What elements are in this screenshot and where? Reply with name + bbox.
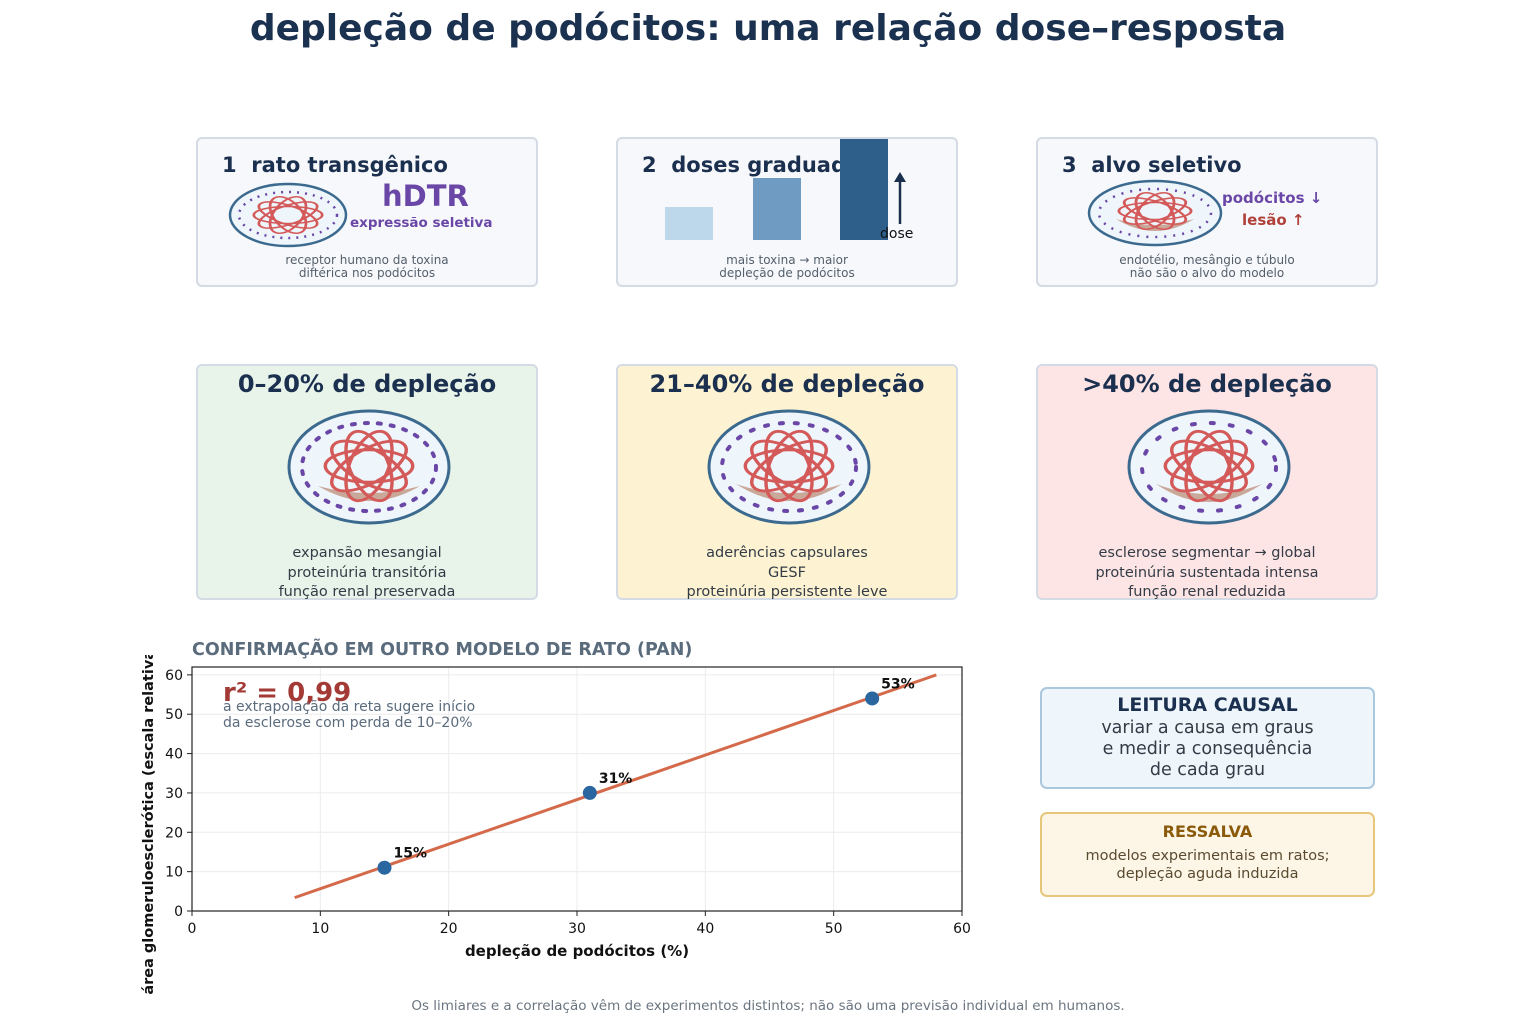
page-title: depleção de podócitos: uma relação dose–… bbox=[249, 8, 1287, 49]
glomerulus-injured-icon bbox=[1087, 179, 1223, 247]
injury-up-label: lesão ↑ bbox=[1242, 211, 1305, 229]
caption-line: depleção de podócitos bbox=[719, 266, 855, 280]
footnote: Os limiares e a correlação vêm de experi… bbox=[411, 998, 1125, 1014]
effect-line: proteinúria transitória bbox=[287, 564, 447, 581]
effect-line: função renal reduzida bbox=[1128, 584, 1286, 600]
effect-line: aderências capsulares bbox=[706, 545, 868, 561]
step-card-selective-target: 3 alvo seletivo podócitos ↓ lesão ↑ endo… bbox=[1036, 137, 1378, 287]
stage-card-mild: 0–20% de depleção expansão mesangial pro… bbox=[196, 364, 538, 600]
y-tick-label: 10 bbox=[165, 865, 183, 881]
y-tick-label: 20 bbox=[165, 825, 183, 841]
step-number: 1 bbox=[222, 153, 237, 177]
x-tick-label: 0 bbox=[188, 921, 197, 937]
x-tick-label: 30 bbox=[568, 921, 586, 937]
data-point bbox=[865, 691, 880, 706]
caption-line: diftérica nos podócitos bbox=[298, 266, 436, 280]
glomerulus-icon bbox=[228, 182, 348, 248]
dose-bar-high bbox=[840, 139, 888, 240]
x-tick-label: 50 bbox=[825, 921, 843, 937]
x-tick-label: 60 bbox=[953, 921, 971, 937]
stage-card-severe: >40% de depleção esclerose segmentar → g… bbox=[1036, 364, 1378, 600]
x-tick-label: 10 bbox=[311, 921, 329, 937]
effect-line: proteinúria sustentada intensa bbox=[1095, 564, 1319, 581]
podocytes-down-label: podócitos ↓ bbox=[1222, 189, 1323, 207]
data-label: 15% bbox=[394, 846, 428, 862]
causal-heading: LEITURA CAUSAL bbox=[1117, 694, 1298, 716]
fit-line bbox=[294, 673, 937, 900]
caveat-line: depleção aguda induzida bbox=[1116, 866, 1299, 882]
causal-line: e medir a consequência bbox=[1102, 739, 1313, 759]
data-point bbox=[377, 860, 392, 875]
annotation-line: a extrapolação da reta sugere início bbox=[223, 699, 475, 715]
annotation-line: da esclerose com perda de 10–20% bbox=[223, 715, 473, 731]
step-title: alvo seletivo bbox=[1091, 153, 1242, 177]
data-label: 31% bbox=[599, 771, 633, 787]
caveat-heading: RESSALVA bbox=[1162, 822, 1253, 841]
data-point bbox=[582, 785, 597, 800]
step-title: rato transgênico bbox=[251, 153, 448, 177]
effect-line: função renal preservada bbox=[278, 584, 456, 600]
stage-heading: 0–20% de depleção bbox=[237, 370, 497, 398]
scatter-chart: 0 10 20 30 40 50 60 0 10 20 30 40 50 60 depleção de po… bbox=[141, 655, 971, 995]
step-card-transgenic-rat: 1 rato transgênico hDTR expressão seleti… bbox=[196, 137, 538, 287]
stage-heading: 21–40% de depleção bbox=[649, 370, 925, 398]
dose-bar-mid bbox=[753, 178, 801, 240]
caption-line: receptor humano da toxina bbox=[285, 253, 449, 267]
causal-line: variar a causa em graus bbox=[1101, 718, 1314, 738]
hdtr-sublabel: expressão seletiva bbox=[350, 215, 493, 231]
data-label: 53% bbox=[881, 676, 915, 692]
stage-effects: expansão mesangial proteinúria transitór… bbox=[198, 544, 536, 603]
y-tick-label: 60 bbox=[165, 668, 183, 684]
y-tick-label: 0 bbox=[174, 904, 183, 920]
stage-effects: esclerose segmentar → global proteinúria… bbox=[1038, 544, 1376, 603]
x-tick-label: 20 bbox=[440, 921, 458, 937]
stage-heading: >40% de depleção bbox=[1082, 370, 1332, 398]
r-squared-label: r² = 0,99 bbox=[223, 678, 351, 708]
step-heading: 2 doses graduadas bbox=[642, 153, 873, 177]
step-number: 2 bbox=[642, 153, 657, 177]
effect-line: GESF bbox=[768, 564, 806, 581]
y-tick-label: 40 bbox=[165, 747, 183, 763]
x-tick-label: 40 bbox=[696, 921, 714, 937]
caveat-box: RESSALVA modelos experimentais em ratos;… bbox=[1040, 812, 1375, 897]
glomerulus-icon bbox=[707, 409, 871, 525]
caption-line: não são o alvo do modelo bbox=[1129, 266, 1285, 280]
step-caption: receptor humano da toxina diftérica nos … bbox=[198, 254, 536, 280]
dose-arrow-icon bbox=[894, 172, 906, 224]
step-number: 3 bbox=[1062, 153, 1077, 177]
y-tick-label: 30 bbox=[165, 786, 183, 802]
glomerulus-icon bbox=[287, 409, 451, 525]
causal-reading-box: LEITURA CAUSAL variar a causa em graus e… bbox=[1040, 687, 1375, 789]
hdtr-label: hDTR bbox=[382, 179, 469, 213]
y-axis-label: área glomeruloesclerótica (escala relati… bbox=[141, 655, 157, 995]
dose-bar-low bbox=[665, 207, 713, 240]
x-axis-label: depleção de podócitos (%) bbox=[465, 942, 689, 960]
caption-line: mais toxina → maior bbox=[726, 253, 848, 267]
step-caption: mais toxina → maior depleção de podócito… bbox=[618, 254, 956, 280]
caption-line: endotélio, mesângio e túbulo bbox=[1119, 253, 1295, 267]
step-title: doses graduadas bbox=[671, 153, 873, 177]
y-tick-label: 50 bbox=[165, 707, 183, 723]
chart-title: CONFIRMAÇÃO EM OUTRO MODELO DE RATO (PAN… bbox=[192, 640, 693, 660]
caveat-line: modelos experimentais em ratos; bbox=[1085, 848, 1330, 864]
glomerulus-icon bbox=[1127, 409, 1291, 525]
effect-line: esclerose segmentar → global bbox=[1098, 545, 1316, 561]
causal-line: de cada grau bbox=[1149, 760, 1266, 780]
dose-arrow-label: dose bbox=[880, 226, 914, 242]
step-heading: 3 alvo seletivo bbox=[1062, 153, 1242, 177]
step-heading: 1 rato transgênico bbox=[222, 153, 448, 177]
stage-effects: aderências capsulares GESF proteinúria p… bbox=[618, 544, 956, 603]
step-caption: endotélio, mesângio e túbulo não são o a… bbox=[1038, 254, 1376, 280]
stage-card-moderate: 21–40% de depleção aderências capsulares… bbox=[616, 364, 958, 600]
effect-line: proteinúria persistente leve bbox=[686, 584, 888, 600]
effect-line: expansão mesangial bbox=[292, 545, 442, 561]
